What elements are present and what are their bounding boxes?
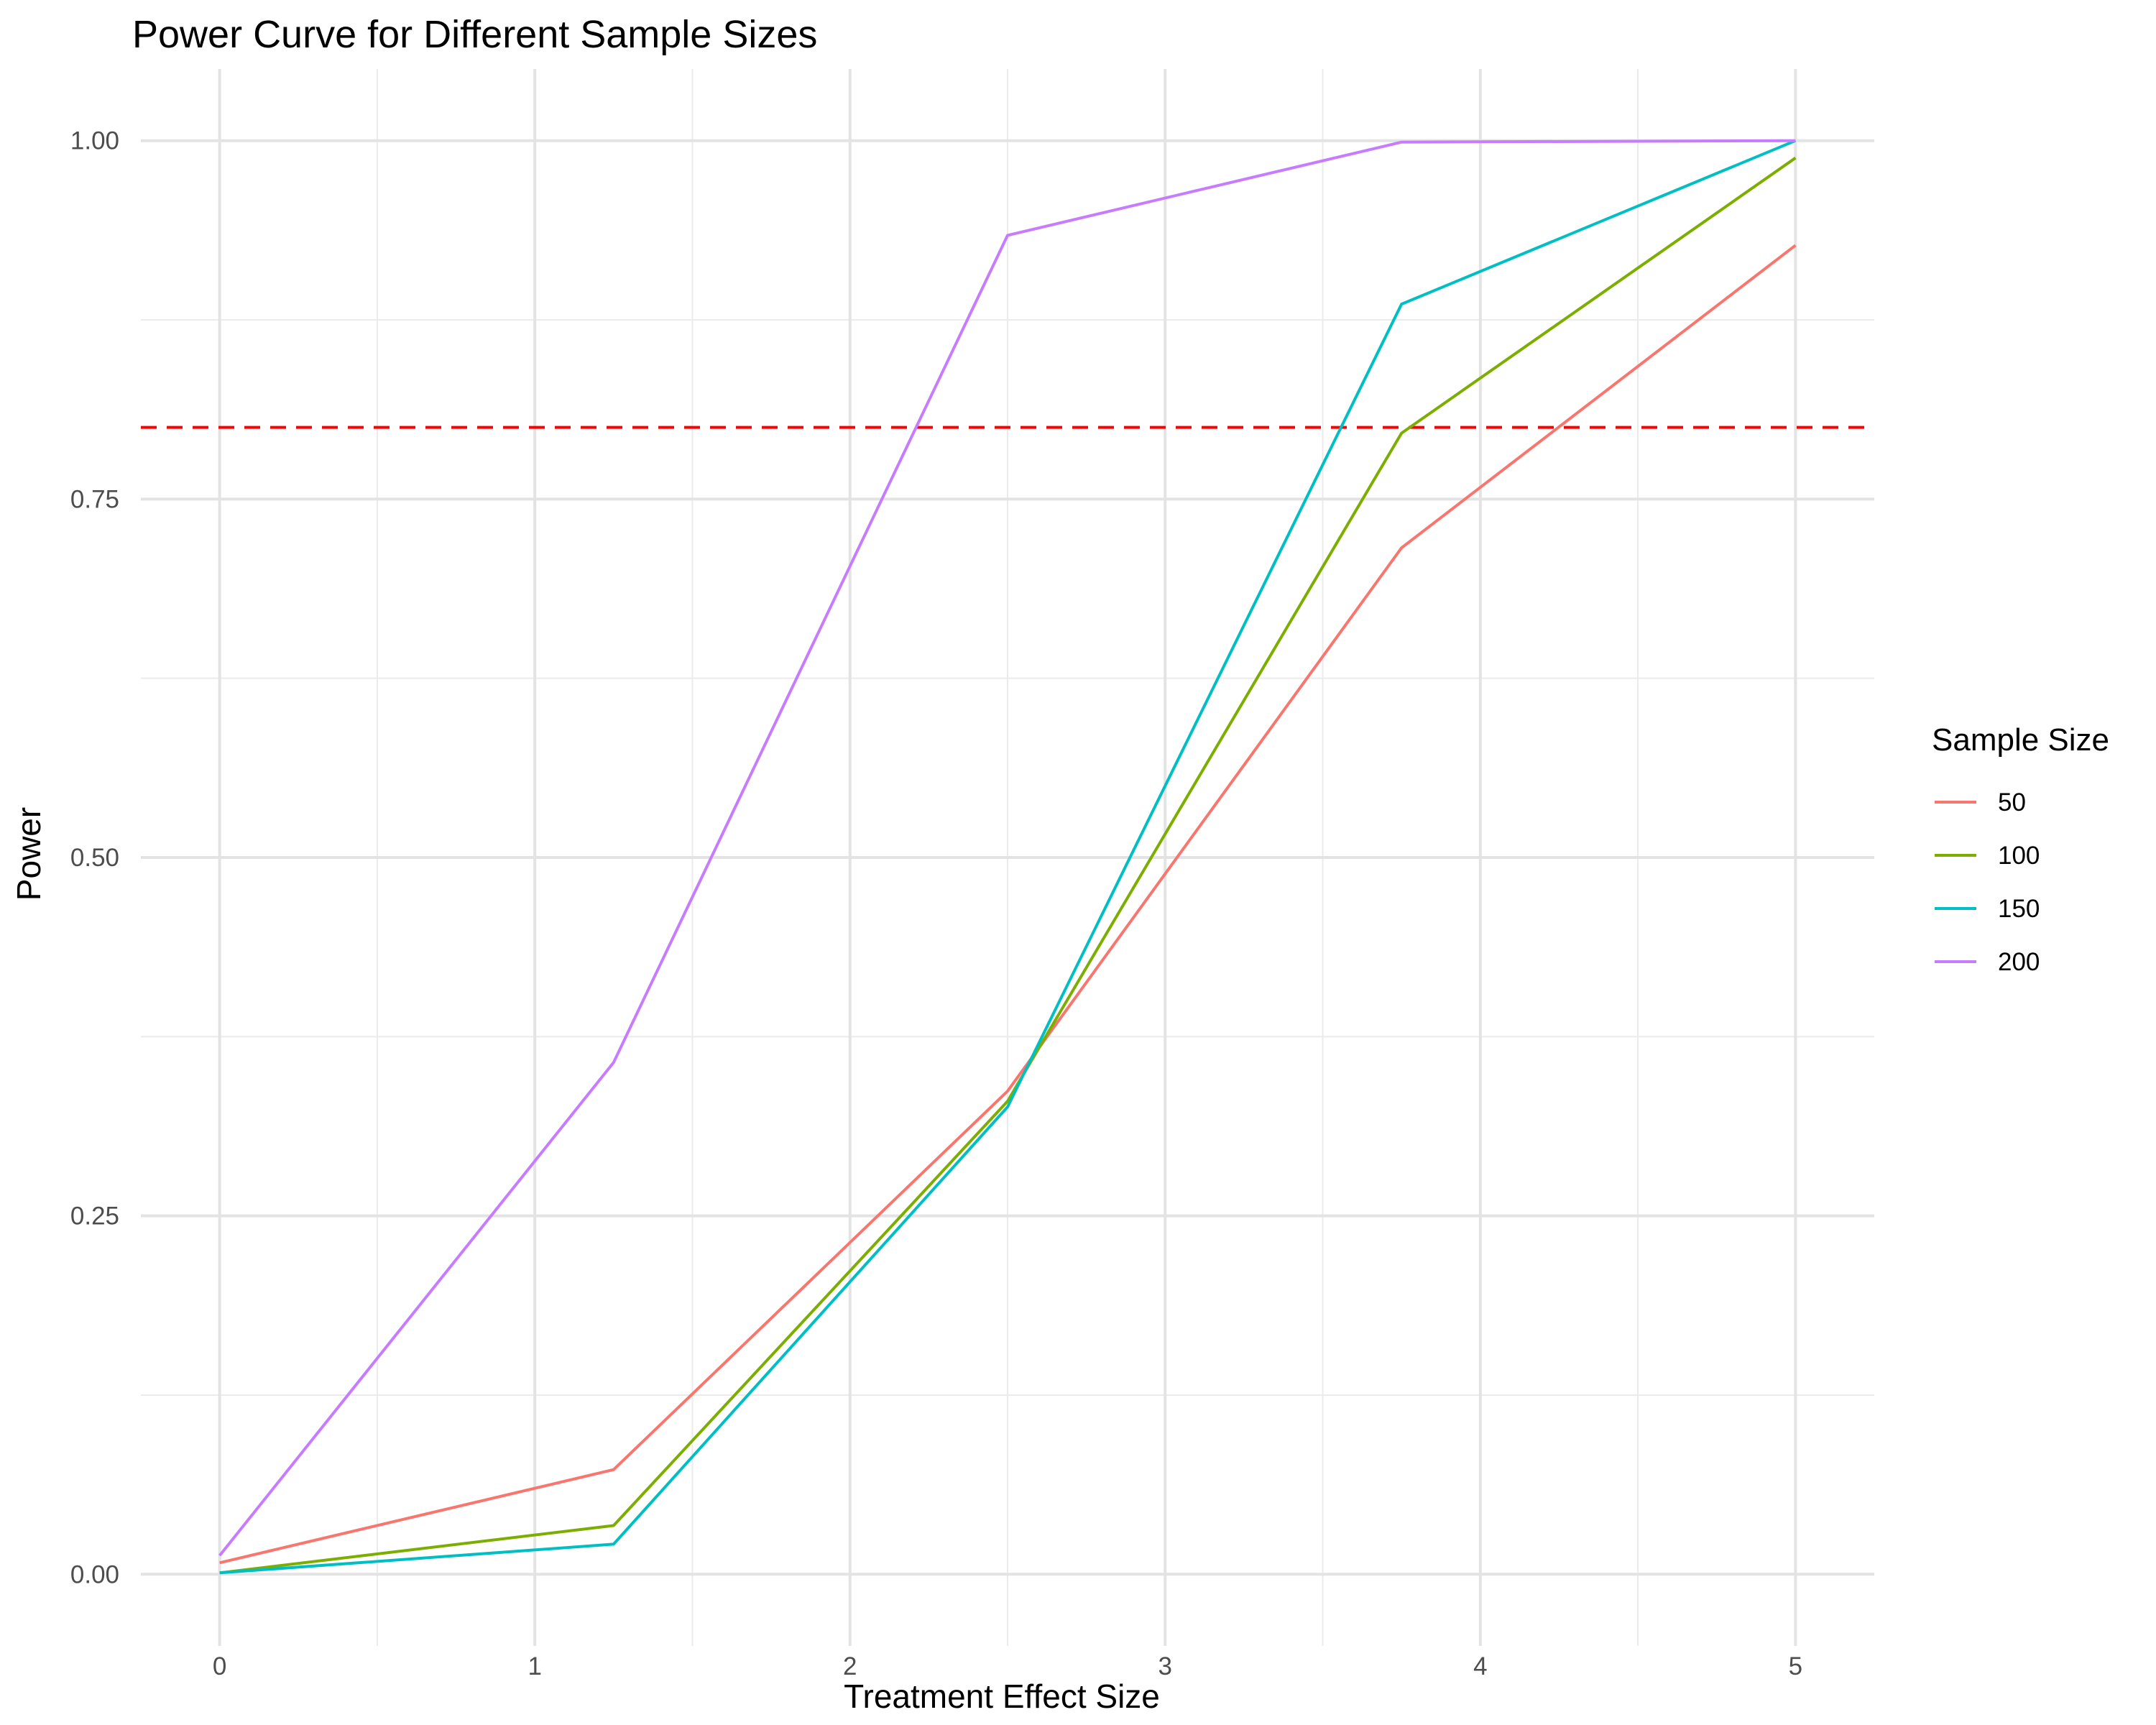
x-tick-label: 2 <box>843 1652 857 1680</box>
series-line-150 <box>219 139 1797 1575</box>
legend-label-100: 100 <box>1998 842 2040 870</box>
x-tick-label: 3 <box>1158 1652 1172 1680</box>
series-line-50 <box>219 244 1797 1565</box>
legend-label-200: 200 <box>1998 948 2040 976</box>
x-axis-title: Treatment Effect Size <box>844 1678 1160 1715</box>
legend-title: Sample Size <box>1932 722 2109 758</box>
y-tick-labels: 0.00 0.25 0.50 0.75 1.00 <box>70 127 119 1589</box>
grid-major <box>141 69 1874 1646</box>
legend-label-50: 50 <box>1998 788 2026 816</box>
legend-label-150: 150 <box>1998 895 2040 923</box>
chart-title: Power Curve for Different Sample Sizes <box>132 13 817 56</box>
x-tick-labels: 0 1 2 3 4 5 <box>213 1652 1802 1680</box>
y-tick-label: 0.75 <box>70 485 119 513</box>
series-line-100 <box>219 157 1797 1575</box>
x-tick-label: 5 <box>1789 1652 1802 1680</box>
series-lines <box>218 139 1797 1575</box>
y-tick-label: 1.00 <box>70 127 119 155</box>
y-tick-label: 0.25 <box>70 1202 119 1230</box>
legend: Sample Size 50 100 150 200 <box>1932 722 2109 976</box>
y-axis-title: Power <box>10 807 47 901</box>
x-tick-label: 0 <box>213 1652 226 1680</box>
x-tick-label: 4 <box>1473 1652 1487 1680</box>
y-tick-label: 0.00 <box>70 1560 119 1588</box>
x-tick-label: 1 <box>528 1652 541 1680</box>
series-line-200 <box>218 139 1796 1557</box>
y-tick-label: 0.50 <box>70 844 119 872</box>
